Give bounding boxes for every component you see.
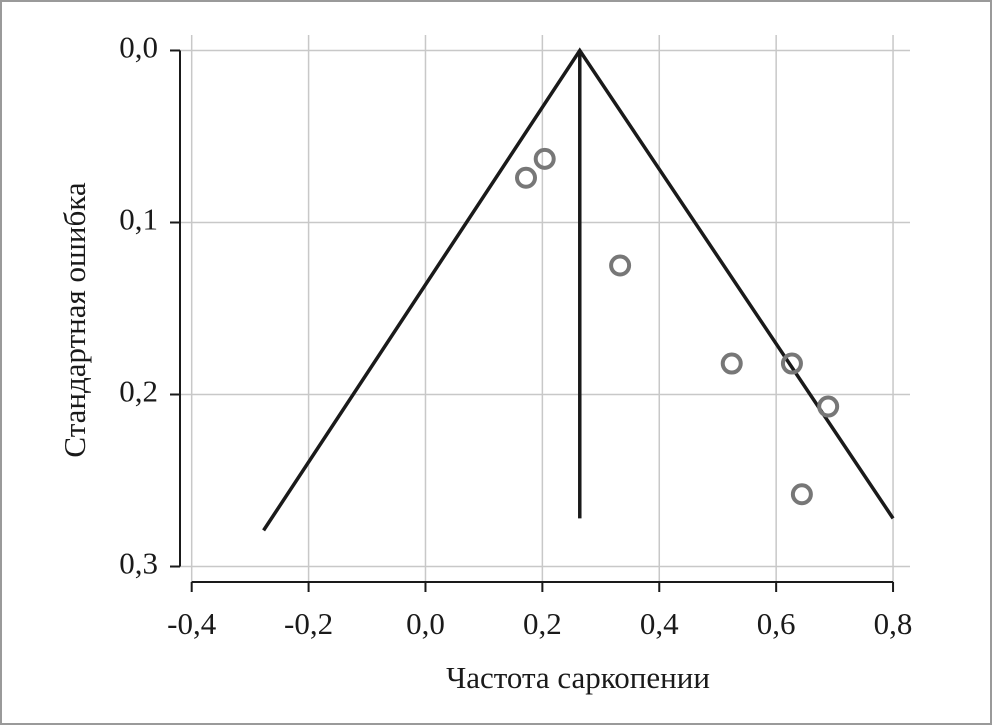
x-tick-label: 0,6 — [757, 606, 796, 641]
data-point — [515, 166, 538, 189]
x-tick-label: 0,2 — [523, 606, 562, 641]
y-axis-label: Стандартная ошибка — [57, 182, 92, 457]
x-tick-label: 0,8 — [874, 606, 913, 641]
y-tick-label: 0,0 — [119, 30, 158, 65]
data-point — [790, 483, 813, 506]
data-point — [720, 352, 743, 375]
x-axis-label: Частота саркопении — [446, 660, 710, 695]
x-tick-label: 0,4 — [640, 606, 679, 641]
data-point — [780, 352, 803, 375]
y-tick-label: 0,3 — [119, 546, 158, 581]
x-tick-label: 0,0 — [406, 606, 445, 641]
y-tick-label: 0,1 — [119, 202, 158, 237]
x-tick-label: -0,2 — [284, 606, 333, 641]
x-tick-label: -0,4 — [167, 606, 217, 641]
y-tick-label: 0,2 — [119, 374, 158, 409]
data-point — [609, 254, 632, 277]
data-point — [533, 147, 556, 170]
data-point — [817, 395, 840, 418]
